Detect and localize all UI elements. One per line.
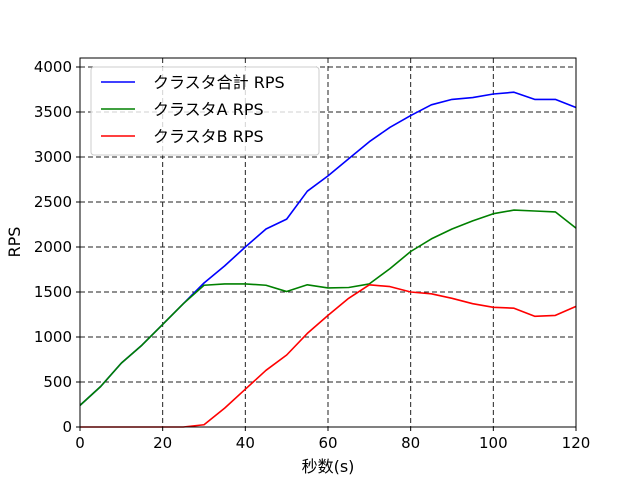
y-tick-label: 4000 bbox=[34, 58, 72, 76]
x-tick-label: 40 bbox=[236, 434, 255, 452]
legend-label-0: クラスタ合計 RPS bbox=[153, 73, 285, 92]
y-tick-label: 2500 bbox=[34, 193, 72, 211]
y-tick-label: 3000 bbox=[34, 148, 72, 166]
y-tick-label: 0 bbox=[62, 418, 72, 436]
x-tick-label: 60 bbox=[318, 434, 337, 452]
x-axis-ticks: 0 20 40 60 80 100 120 bbox=[75, 427, 590, 452]
y-tick-label: 2000 bbox=[34, 238, 72, 256]
legend-box bbox=[90, 66, 320, 156]
x-axis-label: 秒数(s) bbox=[302, 457, 355, 476]
y-tick-label: 1500 bbox=[34, 283, 72, 301]
y-tick-label: 500 bbox=[43, 373, 72, 391]
y-axis-ticks: 0 500 1000 1500 2000 2500 3000 3500 4000 bbox=[34, 58, 80, 436]
legend-label-2: クラスタB RPS bbox=[153, 127, 264, 146]
x-tick-label: 80 bbox=[401, 434, 420, 452]
legend-label-1: クラスタA RPS bbox=[153, 100, 264, 119]
x-tick-label: 0 bbox=[75, 434, 85, 452]
y-tick-label: 3500 bbox=[34, 103, 72, 121]
series-line-1 bbox=[79, 209, 577, 406]
y-tick-label: 1000 bbox=[34, 328, 72, 346]
x-tick-label: 120 bbox=[562, 434, 591, 452]
x-tick-label: 100 bbox=[479, 434, 508, 452]
x-tick-label: 20 bbox=[153, 434, 172, 452]
y-axis-label: RPS bbox=[5, 227, 24, 258]
legend: クラスタ合計 RPS クラスタA RPS クラスタB RPS bbox=[90, 66, 320, 156]
